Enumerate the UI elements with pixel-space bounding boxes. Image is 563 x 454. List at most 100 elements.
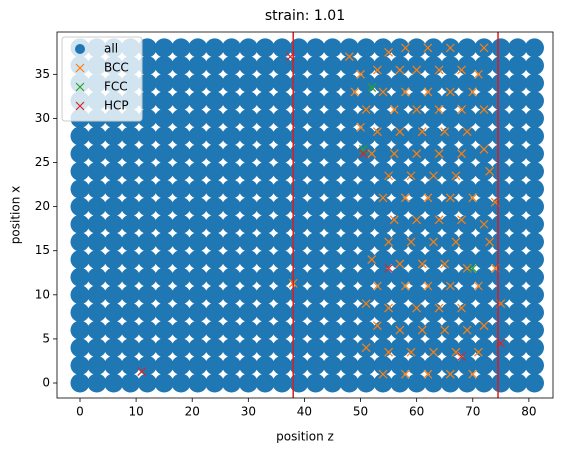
point	[188, 56, 208, 76]
point	[104, 232, 124, 252]
point	[255, 338, 275, 358]
point	[407, 338, 427, 358]
point	[339, 161, 359, 181]
point	[188, 250, 208, 270]
y-tick-label: 0	[42, 376, 50, 390]
point	[491, 338, 511, 358]
point	[440, 338, 460, 358]
point	[104, 355, 124, 375]
point	[221, 373, 241, 393]
point	[255, 91, 275, 111]
point	[289, 91, 309, 111]
point	[289, 214, 309, 234]
point	[188, 320, 208, 340]
point	[373, 179, 393, 199]
point	[440, 179, 460, 199]
point	[423, 56, 443, 76]
point	[524, 338, 544, 358]
point	[171, 232, 191, 252]
point	[407, 320, 427, 340]
point	[384, 47, 394, 57]
point	[479, 321, 489, 331]
point	[524, 250, 544, 270]
point	[390, 73, 410, 93]
point	[373, 285, 393, 305]
point	[205, 373, 225, 393]
point	[457, 144, 477, 164]
point	[188, 144, 208, 164]
point	[205, 267, 225, 287]
point	[154, 126, 174, 146]
point	[491, 144, 511, 164]
point	[188, 214, 208, 234]
point	[423, 91, 443, 111]
point	[289, 108, 309, 128]
point	[322, 267, 342, 287]
point	[255, 232, 275, 252]
point	[423, 126, 443, 146]
point	[322, 73, 342, 93]
point	[508, 285, 528, 305]
point	[373, 355, 393, 375]
legend-marker	[75, 101, 85, 111]
x-tick-label: 0	[76, 405, 84, 419]
point	[188, 126, 208, 146]
point	[171, 144, 191, 164]
point	[508, 179, 528, 199]
point	[508, 197, 528, 217]
legend-label: HCP	[104, 99, 129, 113]
y-tick-label: 10	[35, 287, 50, 301]
point	[171, 214, 191, 234]
point	[508, 250, 528, 270]
point	[121, 214, 141, 234]
point	[104, 161, 124, 181]
point	[70, 232, 90, 252]
point	[255, 355, 275, 375]
point	[306, 320, 326, 340]
point	[395, 65, 405, 75]
point	[457, 338, 477, 358]
point	[87, 285, 107, 305]
point	[440, 259, 450, 269]
point	[188, 179, 208, 199]
point	[306, 108, 326, 128]
point	[154, 373, 174, 393]
point	[306, 267, 326, 287]
point	[491, 302, 511, 322]
point	[238, 373, 258, 393]
point	[137, 56, 157, 76]
point	[434, 303, 444, 313]
point	[221, 285, 241, 305]
point	[238, 179, 258, 199]
point	[440, 302, 460, 322]
point	[322, 108, 342, 128]
point	[137, 373, 157, 393]
point	[457, 38, 477, 58]
y-tick-label: 25	[35, 155, 50, 169]
point	[238, 108, 258, 128]
point	[434, 65, 444, 75]
point	[221, 38, 241, 58]
point	[407, 56, 427, 76]
point	[372, 321, 382, 331]
point	[407, 302, 427, 322]
point	[238, 232, 258, 252]
point	[205, 91, 225, 111]
point	[445, 87, 455, 97]
point	[389, 149, 399, 159]
point	[238, 126, 258, 146]
point	[289, 373, 309, 393]
point	[474, 179, 494, 199]
point	[440, 373, 460, 393]
point	[372, 65, 382, 75]
point	[70, 320, 90, 340]
legend-marker	[75, 63, 85, 73]
point	[205, 108, 225, 128]
point	[462, 127, 472, 137]
point	[440, 108, 460, 128]
point	[205, 56, 225, 76]
point	[171, 338, 191, 358]
point	[389, 215, 399, 225]
point	[508, 373, 528, 393]
